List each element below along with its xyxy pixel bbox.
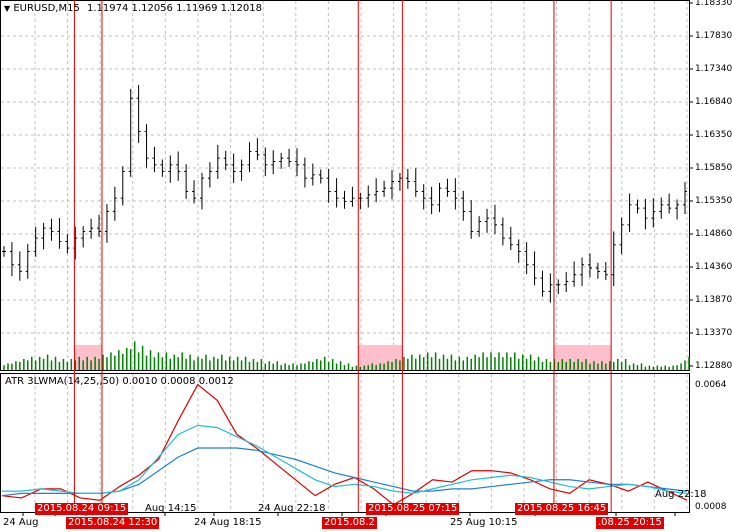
price-axis-label: 1.16350 — [695, 130, 732, 140]
time-axis-label: 24 Aug 22:18 — [258, 503, 326, 514]
price-axis-label: 1.16840 — [695, 97, 732, 107]
time-axis-label: Aug 14:15 — [145, 503, 197, 514]
price-axis-label: 1.17340 — [695, 64, 732, 74]
atr-line — [1, 383, 688, 506]
time-axis-label: 2015.08.24 12:30 — [66, 517, 160, 529]
price-axis-label: 1.14860 — [695, 229, 732, 239]
time-axis-label: .08.25 20:15 — [596, 517, 664, 529]
main-panel-frame — [0, 0, 690, 371]
price-axis-label: 1.15350 — [695, 196, 732, 206]
price-axis-label: 1.13870 — [695, 295, 732, 305]
indicator-panel-frame — [0, 373, 690, 513]
triangle-down-icon[interactable]: ▼ — [4, 4, 11, 13]
indicator-axis-label: 0.0064 — [695, 380, 727, 390]
time-axis-label: 24 Aug 18:15 — [194, 517, 262, 528]
time-axis-label: 2015.08.25 07:15 — [366, 503, 460, 515]
time-axis-label: 2015.08.24 09:15 — [35, 503, 129, 515]
time-axis-label: Aug 22:18 — [655, 489, 707, 500]
ma-fast-line — [2, 424, 688, 495]
time-axis-label: 2015.08.2 — [322, 517, 377, 529]
chart-title: ▼ EURUSD,M15 1.11974 1.12056 1.11969 1.1… — [4, 3, 262, 14]
indicator-axis-label: 0.0008 — [695, 502, 727, 512]
time-axis-label: 24 Aug — [3, 517, 39, 528]
price-axis-label: 1.12880 — [695, 361, 732, 371]
price-axis-label: 1.18330 — [695, 0, 732, 8]
price-axis-label: 1.15850 — [695, 163, 732, 173]
price-axis-label: 1.14360 — [695, 262, 732, 272]
price-axis-label: 1.13370 — [695, 328, 732, 338]
time-axis-label: 2015.08.25 16:45 — [515, 503, 609, 515]
indicator-title: ATR 3LWMA(14,25,,50) 0.0010 0.0008 0.001… — [5, 376, 234, 387]
price-axis-label: 1.17830 — [695, 31, 732, 41]
time-axis-label: 25 Aug 10:15 — [450, 517, 518, 528]
ohlc-values: 1.11974 1.12056 1.11969 1.12018 — [87, 3, 262, 14]
symbol-label: EURUSD,M15 — [13, 3, 80, 14]
